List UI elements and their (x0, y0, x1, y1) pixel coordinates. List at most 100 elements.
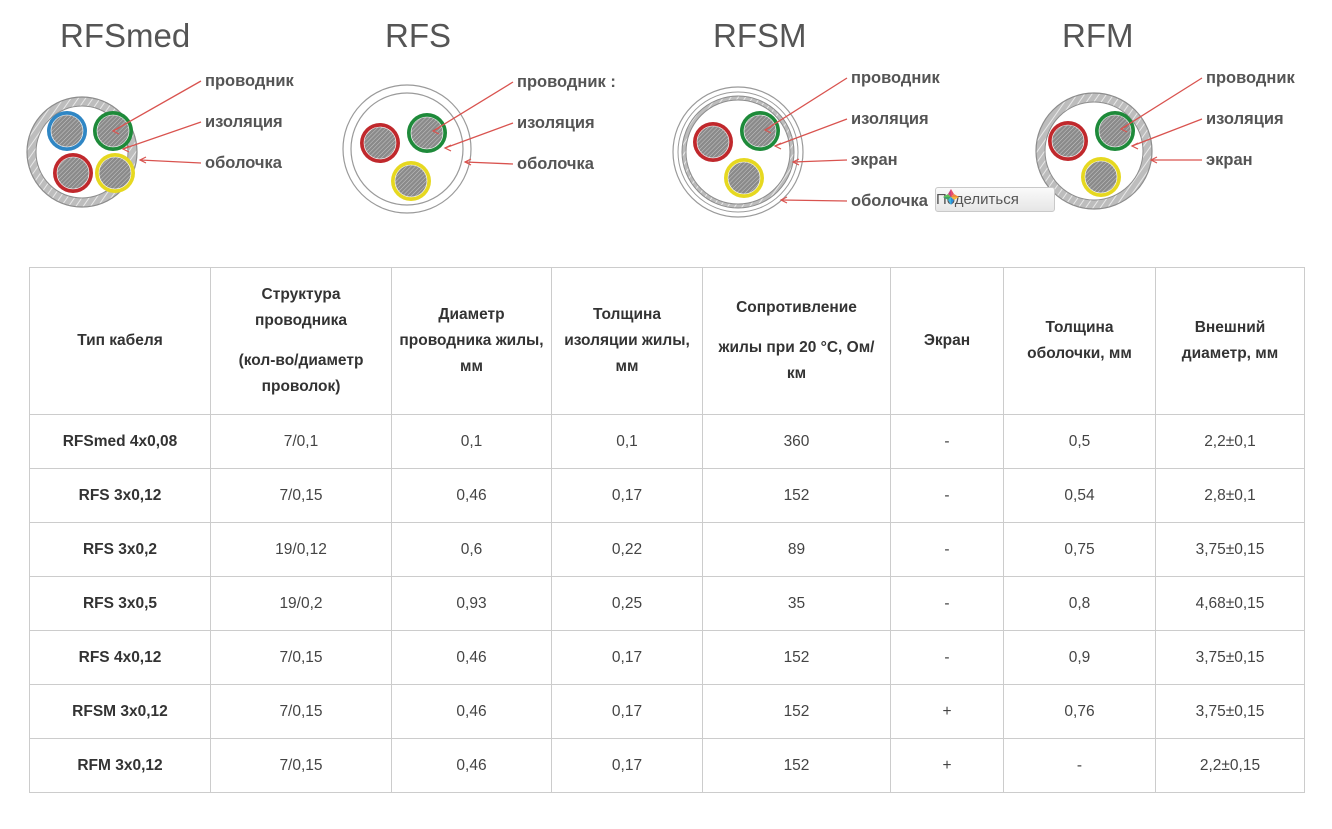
diagram-title: RFS (385, 17, 451, 54)
pointer-line (432, 81, 514, 132)
core-conductor (410, 116, 444, 150)
header-text: Внешний диаметр, мм (1181, 319, 1279, 362)
cell-resistance: 152 (702, 738, 891, 793)
arrow-head-icon (443, 144, 452, 152)
header-subtext: жилы при 20 °С, Ом/км (718, 339, 875, 382)
cell-jacket-thickness: 0,54 (1003, 468, 1156, 523)
table-row: RFSmed 4x0,08 7/0,1 0,1 0,1 360-0,5 2,2±0,1 (29, 414, 1305, 469)
cell-insulation-thickness: 0,25 (551, 576, 703, 631)
diagram-label: изоляция (851, 110, 929, 128)
header-text: Толщина оболочки, мм (1027, 319, 1132, 362)
diagram-title: RFM (1062, 17, 1133, 54)
cell-jacket-thickness: 0,5 (1003, 414, 1156, 469)
pointer-line (139, 159, 202, 164)
cell-shield: - (890, 414, 1004, 469)
header-text: Тип кабеля (77, 332, 163, 349)
cell-resistance: 360 (702, 414, 891, 469)
cell-jacket-thickness: 0,75 (1003, 522, 1156, 577)
table-body: RFSmed 4x0,08 7/0,1 0,1 0,1 360-0,5 2,2±0,1 RF… (29, 414, 1305, 793)
header-conductor-structure: Структура проводника (кол-во/диаметр пров… (210, 267, 392, 415)
cell-shield: - (890, 576, 1004, 631)
cell-cable-type: RFM 3x0,12 (29, 738, 211, 793)
cell-conductor-structure: 7/0,15 (210, 738, 392, 793)
table-row: RFS 3x0,5 19/0,2 0,93 0,25 35-0,8 4,68±0,15 (29, 576, 1305, 631)
share-button[interactable]: Поделиться (935, 187, 1055, 212)
cell-resistance: 35 (702, 576, 891, 631)
header-shield: Экран (890, 267, 1004, 415)
arrow-head-icon (463, 158, 472, 166)
header-resistance: Сопротивление жилы при 20 °С, Ом/км (702, 267, 891, 415)
pointer-line (122, 121, 202, 150)
pointer-line (780, 199, 848, 202)
core-conductor (696, 125, 730, 159)
table-row: RFS 3x0,12 7/0,15 0,46 0,17 152-0,54 2,8±0,1 (29, 468, 1305, 523)
arrow-head-icon (138, 156, 147, 164)
table-row: RFS 3x0,2 19/0,12 0,6 0,22 89-0,75 3,75±0,15 (29, 522, 1305, 577)
cell-insulation-thickness: 0,17 (551, 684, 703, 739)
cell-cable-type: RFS 3x0,5 (29, 576, 211, 631)
cell-outer-diameter: 2,8±0,1 (1155, 468, 1305, 523)
pointer-line (444, 122, 514, 149)
cell-conductor-diameter: 0,46 (391, 684, 552, 739)
cell-insulation-thickness: 0,17 (551, 738, 703, 793)
arrow-head-icon (121, 145, 130, 153)
core-conductor (1084, 160, 1118, 194)
pointer-line (1120, 77, 1203, 130)
cell-conductor-diameter: 0,46 (391, 738, 552, 793)
arrow-head-icon (1130, 142, 1139, 150)
cell-insulation-thickness: 0,17 (551, 468, 703, 523)
diagram-label: проводник : (517, 73, 616, 91)
cell-cable-type: RFS 3x0,2 (29, 522, 211, 577)
cell-shield: - (890, 630, 1004, 685)
pointer-line (464, 161, 514, 165)
cell-resistance: 152 (702, 630, 891, 685)
header-insulation-thickness: Толщина изоляции жилы, мм (551, 267, 703, 415)
pointer-line (792, 159, 848, 163)
table-row: RFS 4x0,12 7/0,15 0,46 0,17 152-0,9 3,75±0,15 (29, 630, 1305, 685)
cell-conductor-structure: 7/0,15 (210, 630, 392, 685)
pointer-line (112, 80, 202, 132)
core-conductor (98, 156, 132, 190)
cell-conductor-structure: 7/0,1 (210, 414, 392, 469)
arrow-head-icon (791, 158, 800, 166)
share-button-label: Поделиться (936, 191, 1019, 208)
cell-conductor-structure: 19/0,12 (210, 522, 392, 577)
diagram-label: проводник (1206, 69, 1295, 87)
header-conductor-diameter: Диаметр проводника жилы, мм (391, 267, 552, 415)
cable-diagrams: RFSmed проводник изоляция оболочка RFS прово… (0, 0, 1332, 240)
cell-shield: + (890, 738, 1004, 793)
header-text: Сопротивление (736, 299, 857, 316)
diagram-rfm: RFM проводник изоляция экран (1035, 17, 1295, 210)
diagram-title: RFSmed (60, 17, 190, 54)
diagram-label: экран (1206, 151, 1253, 169)
cell-conductor-diameter: 0,6 (391, 522, 552, 577)
table-row: RFSM 3x0,12 7/0,15 0,46 0,17 152 +0,76 3,75±0,… (29, 684, 1305, 739)
arrow-head-icon (431, 127, 440, 135)
core-conductor (50, 114, 84, 148)
header-text: Диаметр проводника жилы, мм (399, 306, 544, 375)
diagram-title: RFSM (713, 17, 807, 54)
header-text: Структура проводника (255, 286, 347, 329)
header-subtext: (кол-во/диаметр проволок) (238, 352, 364, 395)
cell-conductor-structure: 7/0,15 (210, 684, 392, 739)
cell-cable-type: RFSM 3x0,12 (29, 684, 211, 739)
cell-insulation-thickness: 0,1 (551, 414, 703, 469)
core-conductor (743, 114, 777, 148)
core-conductor (1098, 114, 1132, 148)
cell-insulation-thickness: 0,17 (551, 630, 703, 685)
cell-conductor-structure: 19/0,2 (210, 576, 392, 631)
cell-outer-diameter: 2,2±0,1 (1155, 414, 1305, 469)
cell-resistance: 152 (702, 468, 891, 523)
diagram-label: оболочка (851, 192, 929, 210)
arrow-head-icon (1149, 156, 1158, 164)
arrow-head-icon (111, 127, 120, 135)
cell-jacket-thickness: 0,76 (1003, 684, 1156, 739)
cell-outer-diameter: 3,75±0,15 (1155, 522, 1305, 577)
arrow-head-icon (779, 196, 788, 204)
cell-jacket-thickness: 0,8 (1003, 576, 1156, 631)
cell-jacket-thickness: - (1003, 738, 1156, 793)
cell-shield: + (890, 684, 1004, 739)
cell-outer-diameter: 3,75±0,15 (1155, 630, 1305, 685)
cell-jacket-thickness: 0,9 (1003, 630, 1156, 685)
diagram-rfs: RFS проводник : изоляция оболочка (342, 17, 616, 214)
